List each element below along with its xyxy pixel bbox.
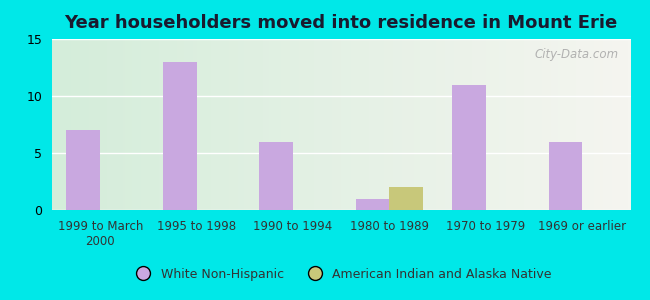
Text: City-Data.com: City-Data.com — [535, 47, 619, 61]
Bar — [163, 62, 196, 210]
Bar — [452, 85, 486, 210]
Bar — [259, 142, 293, 210]
Bar — [549, 142, 582, 210]
Bar — [356, 199, 389, 210]
Title: Year householders moved into residence in Mount Erie: Year householders moved into residence i… — [64, 14, 618, 32]
Bar — [66, 130, 100, 210]
Bar — [389, 187, 423, 210]
Legend: White Non-Hispanic, American Indian and Alaska Native: White Non-Hispanic, American Indian and … — [125, 263, 557, 286]
